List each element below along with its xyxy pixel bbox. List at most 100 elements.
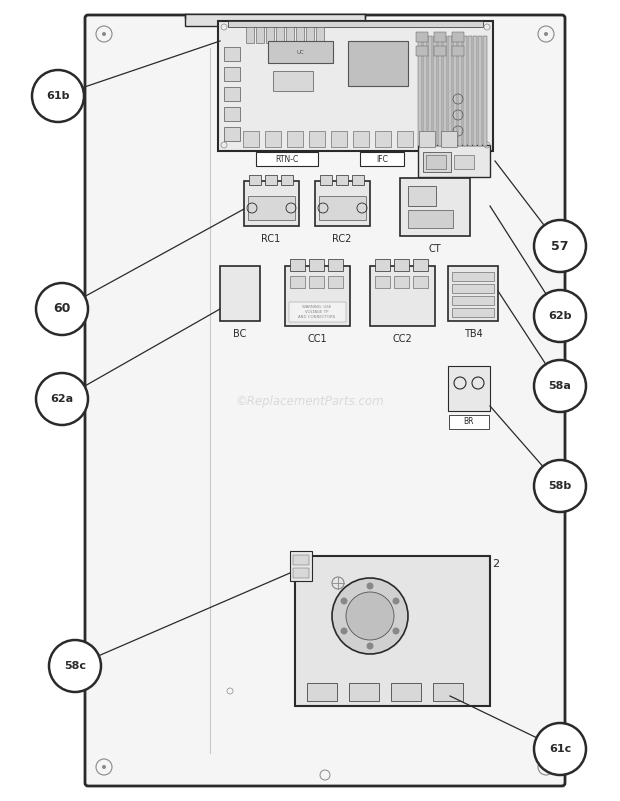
Bar (309, 131, 325, 147)
Circle shape (534, 723, 586, 775)
Bar (452, 32, 464, 42)
Bar (319, 196, 366, 220)
Circle shape (102, 765, 106, 769)
Bar (246, 27, 254, 43)
Bar (244, 181, 299, 226)
Circle shape (346, 592, 394, 640)
Text: 62b: 62b (548, 311, 572, 321)
Bar (296, 27, 304, 43)
Circle shape (534, 360, 586, 412)
Bar (256, 152, 318, 166)
Bar (276, 27, 284, 43)
Bar (224, 67, 240, 81)
Text: 58b: 58b (548, 481, 572, 491)
Circle shape (36, 373, 88, 425)
Circle shape (366, 642, 373, 650)
Text: 61b: 61b (46, 91, 69, 101)
Text: 58a: 58a (549, 381, 572, 391)
Bar (443, 36, 447, 146)
Bar (454, 155, 474, 169)
Bar (452, 296, 494, 305)
Bar (438, 36, 442, 146)
Bar (309, 259, 324, 271)
Circle shape (32, 70, 84, 122)
Circle shape (392, 598, 399, 605)
Text: CC1: CC1 (307, 334, 327, 344)
Bar (331, 131, 347, 147)
Bar (248, 196, 295, 220)
Text: RC2: RC2 (332, 234, 352, 244)
Bar (458, 36, 462, 146)
Bar (295, 556, 490, 706)
Circle shape (544, 32, 548, 36)
Circle shape (49, 640, 101, 692)
Bar (426, 155, 446, 169)
FancyBboxPatch shape (85, 15, 565, 786)
Bar (452, 284, 494, 293)
Text: IFC: IFC (376, 155, 388, 163)
Circle shape (392, 627, 399, 634)
Bar (228, 21, 483, 27)
Bar (243, 131, 259, 147)
Bar (249, 175, 261, 185)
Bar (328, 276, 343, 288)
Bar (408, 186, 436, 206)
Circle shape (366, 582, 373, 590)
Bar (352, 175, 364, 185)
Bar (397, 131, 413, 147)
Text: UC: UC (296, 50, 304, 54)
Bar (185, 14, 365, 26)
Bar (336, 175, 348, 185)
Bar (290, 551, 312, 581)
Text: BC: BC (233, 329, 247, 339)
Circle shape (340, 627, 348, 634)
Bar (478, 36, 482, 146)
Bar (434, 46, 446, 56)
Bar (452, 46, 464, 56)
Bar (416, 32, 428, 42)
Bar (220, 266, 260, 321)
Bar (400, 178, 470, 236)
Bar (463, 36, 467, 146)
Bar (423, 36, 427, 146)
Bar (328, 259, 343, 271)
Bar (416, 46, 428, 56)
Bar (468, 36, 472, 146)
Circle shape (534, 460, 586, 512)
Circle shape (544, 765, 548, 769)
Bar (394, 259, 409, 271)
Circle shape (340, 598, 348, 605)
Bar (285, 266, 350, 326)
Bar (224, 47, 240, 61)
Text: 60: 60 (53, 303, 71, 316)
Circle shape (534, 290, 586, 342)
Bar (448, 266, 498, 321)
Bar (306, 27, 314, 43)
Bar (218, 21, 493, 151)
Text: 61c: 61c (549, 744, 571, 754)
Bar (290, 276, 305, 288)
Text: 58c: 58c (64, 661, 86, 671)
Bar (286, 27, 294, 43)
Bar (473, 36, 477, 146)
Bar (375, 259, 390, 271)
Bar (281, 175, 293, 185)
Bar (320, 175, 332, 185)
Text: 57: 57 (551, 239, 569, 252)
Bar (370, 266, 435, 326)
Bar (224, 107, 240, 121)
Bar (349, 683, 379, 701)
Bar (315, 181, 370, 226)
Text: 2: 2 (492, 559, 499, 569)
Bar (394, 276, 409, 288)
Bar (434, 32, 446, 42)
Bar (293, 568, 309, 578)
Bar (408, 210, 453, 228)
Bar (266, 27, 274, 43)
Bar (433, 36, 437, 146)
Bar (449, 415, 489, 429)
Bar (265, 131, 281, 147)
Text: WARNING: USE
VOLTAGE TP
AND CONNECTORS: WARNING: USE VOLTAGE TP AND CONNECTORS (298, 305, 335, 319)
Bar (452, 308, 494, 317)
Bar (413, 276, 428, 288)
